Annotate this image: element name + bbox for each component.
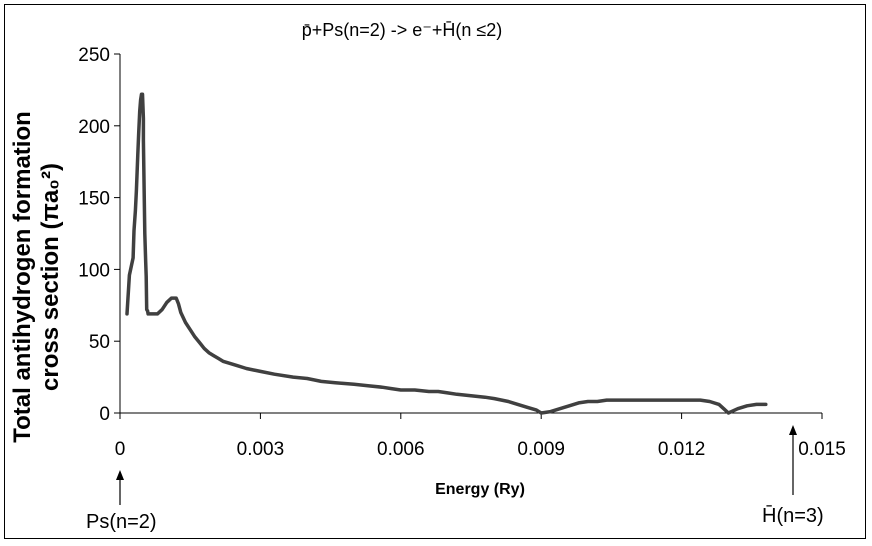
x-tick-label: 0.006 [377,439,425,460]
x-tick-label: 0.012 [658,439,706,460]
chart-frame [4,4,866,539]
series-line [125,92,768,415]
x-ticks: 0 0.003 0.006 0.009 0.012 0.015 [115,413,846,460]
y-axis-label-line2: cross section (πa₀²) [37,163,64,391]
arrow-hbar-n3 [789,425,797,495]
x-tick-label: 0 [115,439,126,460]
y-ticks: 0 50 100 150 200 250 [78,45,120,425]
y-tick-label: 50 [89,332,110,353]
y-tick-label: 250 [78,45,110,66]
chart-title: p̄+Ps(n=2) -> e⁻+H̄(n ≤2) [302,20,502,40]
y-axis-label-line1: Total antihydrogen formation [9,111,36,443]
y-tick-label: 100 [78,260,110,281]
y-tick-label: 0 [99,404,110,425]
arrow-ps-n2 [116,470,124,505]
x-tick-label: 0.003 [237,439,285,460]
x-tick-label: 0.009 [517,439,565,460]
annotation-hbar-n3: H̄(n=3) [762,504,824,527]
annotation-ps-n2: Ps(n=2) [86,511,157,533]
x-tick-label: 0.015 [798,439,846,460]
y-tick-label: 150 [78,189,110,210]
x-axis-label: Energy (Ry) [435,481,525,498]
y-tick-label: 200 [78,117,110,138]
